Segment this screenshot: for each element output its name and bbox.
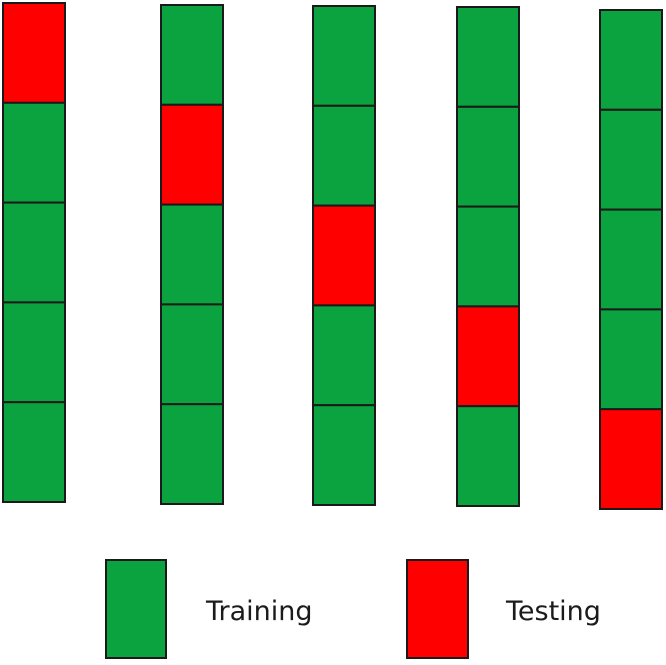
training-segment — [312, 304, 376, 407]
training-segment — [2, 301, 66, 404]
training-segment — [2, 401, 66, 504]
legend-testing-swatch — [406, 559, 469, 659]
training-segment — [456, 405, 520, 508]
training-segment — [160, 4, 224, 106]
testing-segment — [456, 305, 520, 408]
training-segment — [456, 6, 520, 108]
legend-training-label: Training — [205, 596, 313, 627]
training-segment — [456, 205, 520, 308]
training-segment — [456, 105, 520, 208]
training-segment — [2, 101, 66, 204]
training-segment — [160, 403, 224, 506]
fold-column-2 — [160, 4, 224, 506]
training-segment — [160, 203, 224, 306]
fold-column-1 — [2, 2, 66, 504]
training-segment — [599, 308, 663, 411]
testing-segment — [312, 204, 376, 307]
training-segment — [599, 108, 663, 211]
training-segment — [312, 5, 376, 107]
fold-column-3 — [312, 5, 376, 507]
testing-segment — [160, 103, 224, 206]
training-segment — [160, 303, 224, 406]
training-segment — [312, 404, 376, 507]
training-segment — [599, 9, 663, 111]
folds-group — [2, 2, 663, 511]
training-segment — [312, 104, 376, 207]
training-segment — [599, 208, 663, 311]
training-segment — [2, 201, 66, 304]
fold-column-5 — [599, 9, 663, 511]
testing-segment — [599, 408, 663, 511]
testing-segment — [2, 2, 66, 104]
fold-column-4 — [456, 6, 520, 508]
legend-training-swatch — [105, 559, 167, 659]
legend-testing-label: Testing — [505, 596, 601, 627]
legend: Training Testing — [105, 559, 601, 659]
